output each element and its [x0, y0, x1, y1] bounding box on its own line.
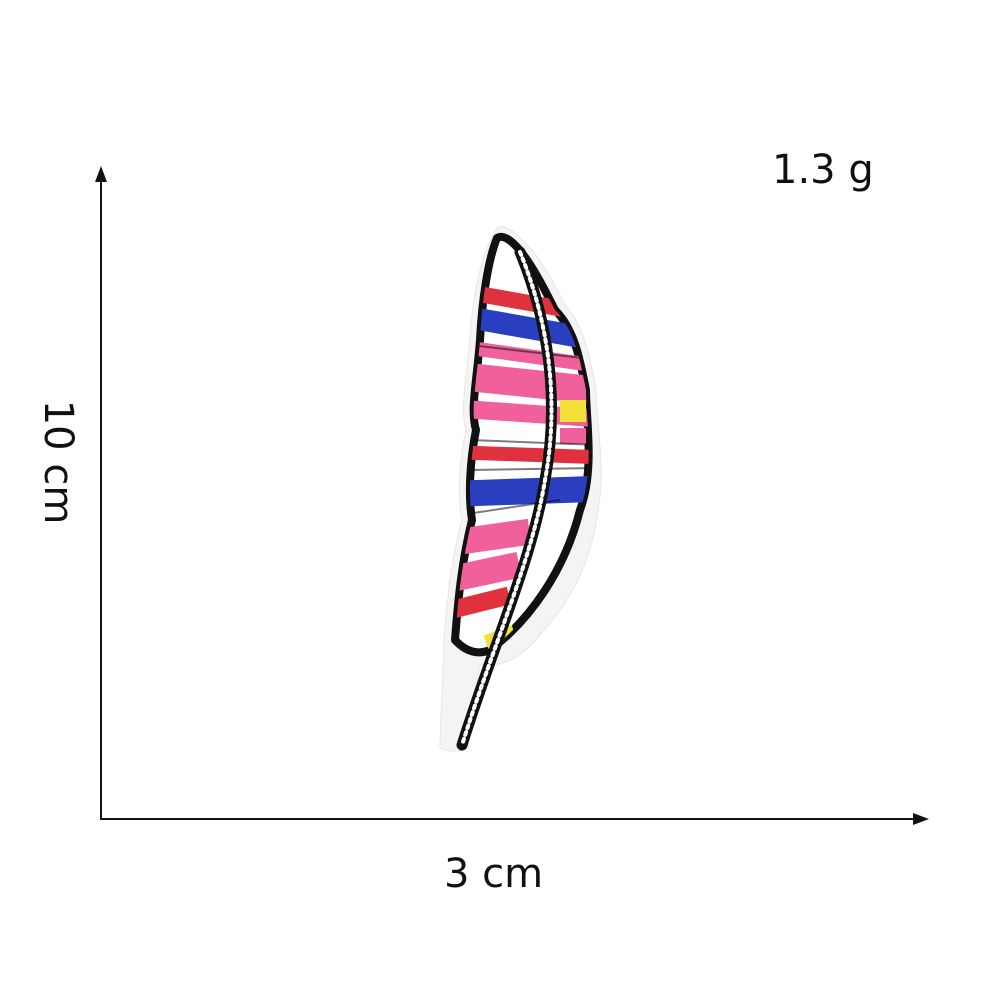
feather-icon — [439, 226, 602, 752]
weight-label: 1.3 g — [772, 147, 874, 193]
horizontal-axis-arrowhead — [913, 813, 929, 825]
width-label: 3 cm — [444, 851, 544, 897]
vertical-axis-arrowhead — [95, 166, 107, 182]
